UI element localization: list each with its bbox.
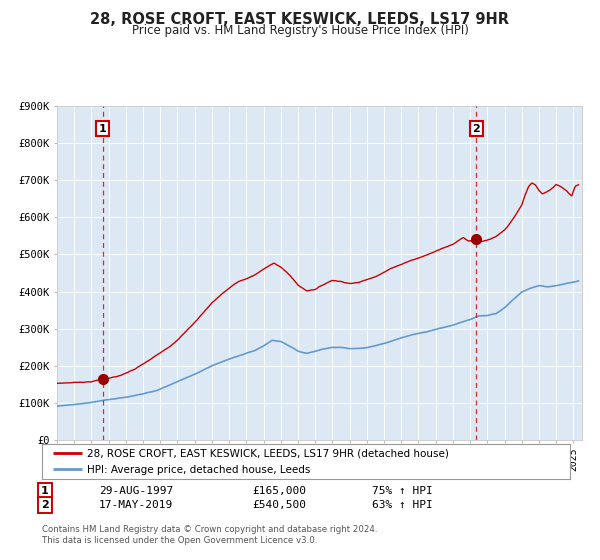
Text: 2: 2	[41, 500, 49, 510]
Text: 63% ↑ HPI: 63% ↑ HPI	[372, 500, 433, 510]
Text: 1: 1	[41, 486, 49, 496]
Text: HPI: Average price, detached house, Leeds: HPI: Average price, detached house, Leed…	[87, 465, 310, 475]
Text: 2: 2	[473, 124, 481, 134]
Text: £540,500: £540,500	[252, 500, 306, 510]
Text: 75% ↑ HPI: 75% ↑ HPI	[372, 486, 433, 496]
Text: £165,000: £165,000	[252, 486, 306, 496]
Text: 1: 1	[99, 124, 106, 134]
Text: 28, ROSE CROFT, EAST KESWICK, LEEDS, LS17 9HR (detached house): 28, ROSE CROFT, EAST KESWICK, LEEDS, LS1…	[87, 449, 449, 459]
Text: 17-MAY-2019: 17-MAY-2019	[99, 500, 173, 510]
Text: Contains HM Land Registry data © Crown copyright and database right 2024.
This d: Contains HM Land Registry data © Crown c…	[42, 525, 377, 545]
Text: Price paid vs. HM Land Registry's House Price Index (HPI): Price paid vs. HM Land Registry's House …	[131, 24, 469, 36]
Text: 28, ROSE CROFT, EAST KESWICK, LEEDS, LS17 9HR: 28, ROSE CROFT, EAST KESWICK, LEEDS, LS1…	[91, 12, 509, 27]
Text: 29-AUG-1997: 29-AUG-1997	[99, 486, 173, 496]
